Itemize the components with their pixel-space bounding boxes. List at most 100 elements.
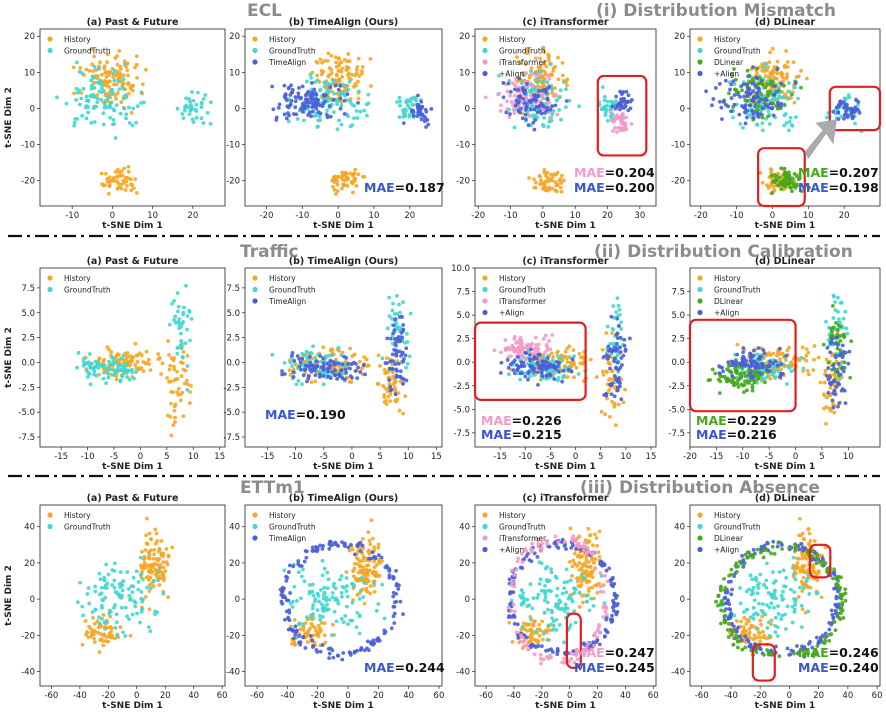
y-tick-label: -7.5	[668, 429, 685, 439]
scatter-point	[799, 182, 803, 187]
scatter-point	[507, 115, 512, 119]
scatter-point	[124, 362, 129, 367]
scatter-point	[400, 335, 405, 340]
scatter-point	[529, 69, 533, 73]
scatter-point	[781, 94, 786, 99]
scatter-point	[93, 607, 98, 612]
scatter-point	[118, 363, 123, 368]
scatter-point	[797, 176, 802, 180]
scatter-point	[401, 323, 406, 327]
scatter-point	[512, 93, 517, 98]
scatter-point	[299, 596, 303, 601]
scatter-point	[84, 94, 89, 99]
scatter-point	[99, 637, 104, 642]
x-tick-label: -10	[65, 211, 79, 221]
scatter-point	[537, 633, 542, 638]
scatter-point	[105, 60, 109, 65]
scatter-point	[560, 591, 565, 596]
scatter-point	[713, 86, 718, 90]
x-tick-label: 5	[377, 452, 382, 462]
scatter-point	[151, 579, 156, 583]
scatter-point	[394, 583, 399, 588]
scatter-point	[523, 112, 528, 117]
scatter-point	[359, 647, 364, 652]
scatter-point	[512, 125, 517, 130]
scatter-point	[286, 598, 291, 603]
scatter-point	[317, 114, 322, 119]
scatter-point	[103, 98, 108, 103]
arrow-annotation	[804, 119, 837, 160]
scatter-point	[332, 91, 336, 96]
scatter-point	[318, 118, 322, 123]
scatter-point	[306, 89, 311, 94]
scatter-point	[328, 359, 333, 363]
mae-key: MAE	[574, 165, 605, 180]
scatter-point	[840, 387, 845, 391]
scatter-point	[125, 355, 130, 360]
y-tick-label: -5.0	[668, 405, 685, 415]
scatter-point	[121, 73, 126, 78]
scatter-point	[81, 356, 86, 361]
scatter-point	[185, 327, 189, 332]
scatter-point	[301, 118, 306, 123]
scatter-point	[333, 55, 338, 60]
scatter-point	[366, 563, 371, 568]
scatter-point	[189, 384, 193, 388]
scatter-point	[527, 353, 532, 357]
scatter-point	[115, 633, 120, 638]
scatter-point	[385, 336, 390, 341]
scatter-point	[311, 593, 316, 598]
scatter-point	[321, 356, 325, 360]
scatter-point	[325, 570, 330, 575]
scatter-point	[148, 629, 153, 634]
scatter-point	[173, 314, 178, 319]
scatter-point	[824, 357, 829, 362]
scatter-point	[615, 103, 620, 107]
x-tick-label: -20	[471, 211, 485, 221]
scatter-point	[542, 59, 547, 64]
scatter-point	[377, 557, 382, 562]
scatter-point	[118, 625, 123, 630]
scatter-point	[194, 115, 199, 120]
scatter-point	[392, 323, 396, 328]
x-tick-label: 5	[819, 452, 824, 462]
scatter-point	[833, 308, 838, 312]
scatter-point	[742, 356, 747, 360]
scatter-point	[348, 171, 353, 176]
scatter-point	[350, 618, 355, 623]
scatter-point	[751, 116, 756, 120]
scatter-point	[562, 640, 566, 645]
scatter-point	[791, 184, 796, 188]
scatter-point	[387, 378, 392, 383]
scatter-point	[123, 634, 128, 638]
x-tick-label: 10	[620, 452, 631, 462]
legend-marker	[697, 286, 703, 293]
scatter-point	[762, 69, 767, 74]
scatter-point	[618, 345, 622, 350]
scatter-point	[325, 96, 329, 101]
scatter-point	[756, 107, 760, 112]
scatter-point	[543, 359, 548, 364]
scatter-point	[784, 170, 789, 175]
scatter-point	[768, 86, 773, 91]
scatter-point	[405, 340, 410, 344]
scatter-point	[114, 71, 119, 76]
scatter-point	[829, 329, 834, 334]
scatter-point	[311, 92, 315, 97]
scatter-point	[612, 119, 617, 124]
mae-label: MAE=0.198	[798, 180, 879, 195]
scatter-point	[393, 317, 398, 322]
scatter-point	[619, 116, 624, 121]
scatter-point	[108, 609, 113, 614]
scatter-point	[105, 52, 110, 57]
scatter-point	[304, 355, 309, 360]
scatter-point	[317, 613, 322, 618]
scatter-point	[172, 364, 176, 369]
scatter-point	[824, 421, 828, 426]
scatter-point	[308, 72, 313, 77]
scatter-point	[594, 375, 599, 379]
x-tick-label: -20	[311, 691, 325, 701]
scatter-point	[838, 333, 843, 338]
x-tick-label: 10	[803, 211, 814, 221]
scatter-point	[541, 45, 546, 50]
